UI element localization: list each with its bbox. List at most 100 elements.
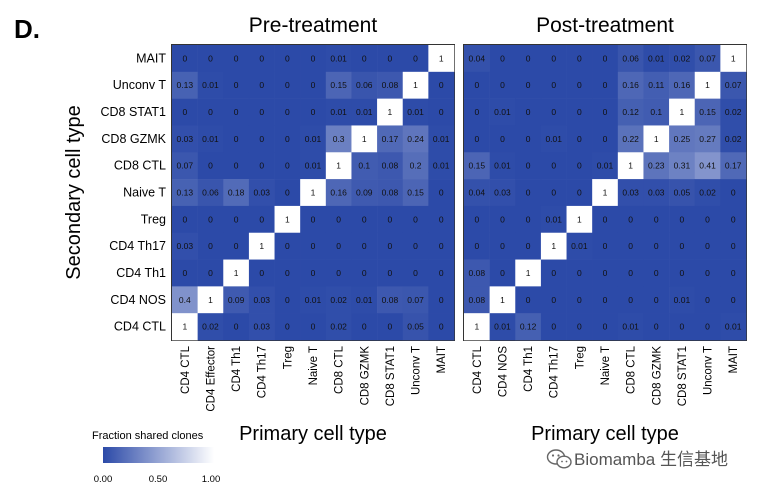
heatmap-cell <box>197 205 224 234</box>
wechat-icon <box>546 449 572 469</box>
column-label: Naive T <box>600 346 612 385</box>
heatmap-cell <box>274 98 301 126</box>
row-label: CD8 CTL <box>114 159 166 173</box>
cell-value-label: 0 <box>680 268 685 278</box>
cell-value-label: 0.07 <box>699 53 716 63</box>
cell-value-label: 0 <box>500 241 505 251</box>
cell-value-label: 0 <box>654 268 659 278</box>
cell-value-label: 0.03 <box>177 241 194 251</box>
heatmap-cell <box>540 179 567 207</box>
cell-value-label: 0 <box>259 214 264 224</box>
y-axis-title: Secondary cell type <box>63 105 85 280</box>
cell-value-label: 0 <box>362 241 367 251</box>
cell-value-label: 0 <box>362 53 367 63</box>
heatmap-cell <box>643 259 670 287</box>
cell-value-label: 0 <box>500 134 505 144</box>
cell-value-label: 0 <box>705 322 710 332</box>
column-label: CD4 NOS <box>497 346 509 397</box>
heatmap-cell <box>300 205 327 234</box>
cell-value-label: 0.01 <box>674 295 691 305</box>
cell-value-label: 0 <box>551 161 556 171</box>
watermark: Biomamba 生信基地 <box>546 449 728 469</box>
heatmap-title-pre: Pre-treatment <box>249 14 378 37</box>
heatmap-cell <box>402 232 429 260</box>
heatmap-cell <box>720 259 747 287</box>
heatmap-cell <box>248 313 275 341</box>
heatmap-cell <box>489 71 516 99</box>
heatmap-cell <box>669 71 696 99</box>
heatmap-cell <box>223 205 250 234</box>
cell-value-label: 1 <box>259 241 264 251</box>
cell-value-label: 0 <box>362 214 367 224</box>
cell-value-label: 0 <box>526 241 531 251</box>
column-label: CD4 Th1 <box>523 346 535 392</box>
heatmap-cell <box>489 232 516 260</box>
heatmap-cell <box>197 152 224 180</box>
heatmap-cell <box>592 205 619 234</box>
heatmap-cell <box>515 205 542 234</box>
cell-value-label: 0.01 <box>305 161 322 171</box>
cell-value-label: 0.03 <box>253 188 270 198</box>
cell-value-label: 0 <box>731 214 736 224</box>
heatmap-cell <box>300 286 327 314</box>
cell-value-label: 0 <box>439 107 444 117</box>
heatmap-cell <box>464 125 490 153</box>
heatmap-cell <box>720 286 747 314</box>
heatmap-cell <box>351 286 378 314</box>
heatmap-cell <box>489 179 516 207</box>
heatmap-cell <box>197 232 224 260</box>
cell-value-label: 0.15 <box>407 188 424 198</box>
heatmap-cell <box>172 152 198 180</box>
heatmap-cell <box>592 152 619 180</box>
cell-value-label: 0.25 <box>674 134 691 144</box>
cell-value-label: 1 <box>577 214 582 224</box>
cell-value-label: 0.17 <box>725 161 742 171</box>
heatmap-cell <box>402 205 429 234</box>
heatmap-cell <box>592 98 619 126</box>
cell-value-label: 0 <box>311 107 316 117</box>
color-legend: Fraction shared clones 0.00 0.50 1.00 <box>92 430 220 485</box>
cell-value-label: 0.2 <box>410 161 422 171</box>
cell-value-label: 1 <box>474 322 479 332</box>
heatmap-cell <box>694 205 721 234</box>
heatmap-cell <box>540 205 567 234</box>
heatmap-pre: Pre-treatment 0 0 0 0 0 0 0.01 0 0 0 1 0.13 0.01 0 0 0 0 0… <box>63 14 455 445</box>
cell-value-label: 0.01 <box>545 214 562 224</box>
cell-value-label: 0 <box>259 53 264 63</box>
cell-value-label: 0 <box>680 214 685 224</box>
cell-value-label: 0.01 <box>725 322 742 332</box>
heatmap-cell <box>617 71 644 99</box>
heatmap-cell <box>669 259 696 287</box>
heatmap-cell <box>274 71 301 99</box>
cell-value-label: 0 <box>628 268 633 278</box>
cell-value-label: 0 <box>474 134 479 144</box>
cell-value-label: 0 <box>285 53 290 63</box>
cell-value-label: 0 <box>311 53 316 63</box>
heatmap-cell <box>402 71 429 99</box>
heatmap-cell <box>428 45 455 73</box>
heatmap-cell <box>274 232 301 260</box>
cell-value-label: 0 <box>551 268 556 278</box>
cell-value-label: 0.02 <box>725 107 742 117</box>
cell-value-label: 0.13 <box>177 188 194 198</box>
heatmap-cell <box>669 313 696 341</box>
heatmap-cell <box>489 152 516 180</box>
heatmap-cell <box>325 179 352 207</box>
cell-value-label: 0.09 <box>228 295 245 305</box>
column-label: Unconv T <box>703 346 715 395</box>
cell-value-label: 0.02 <box>699 188 716 198</box>
heatmap-cell <box>669 232 696 260</box>
heatmap-cell <box>540 71 567 99</box>
cell-value-label: 0 <box>285 134 290 144</box>
cell-value-label: 0.01 <box>330 107 347 117</box>
heatmap-cell <box>720 45 747 73</box>
cell-value-label: 0 <box>577 107 582 117</box>
cell-value-label: 0 <box>731 188 736 198</box>
cell-value-label: 0.05 <box>674 188 691 198</box>
heatmap-cell <box>592 286 619 314</box>
column-label: CD8 CTL <box>626 345 638 394</box>
cell-value-label: 0 <box>285 268 290 278</box>
row-label: CD4 CTL <box>114 320 166 334</box>
heatmap-cell <box>669 286 696 314</box>
heatmap-cell <box>402 313 429 341</box>
